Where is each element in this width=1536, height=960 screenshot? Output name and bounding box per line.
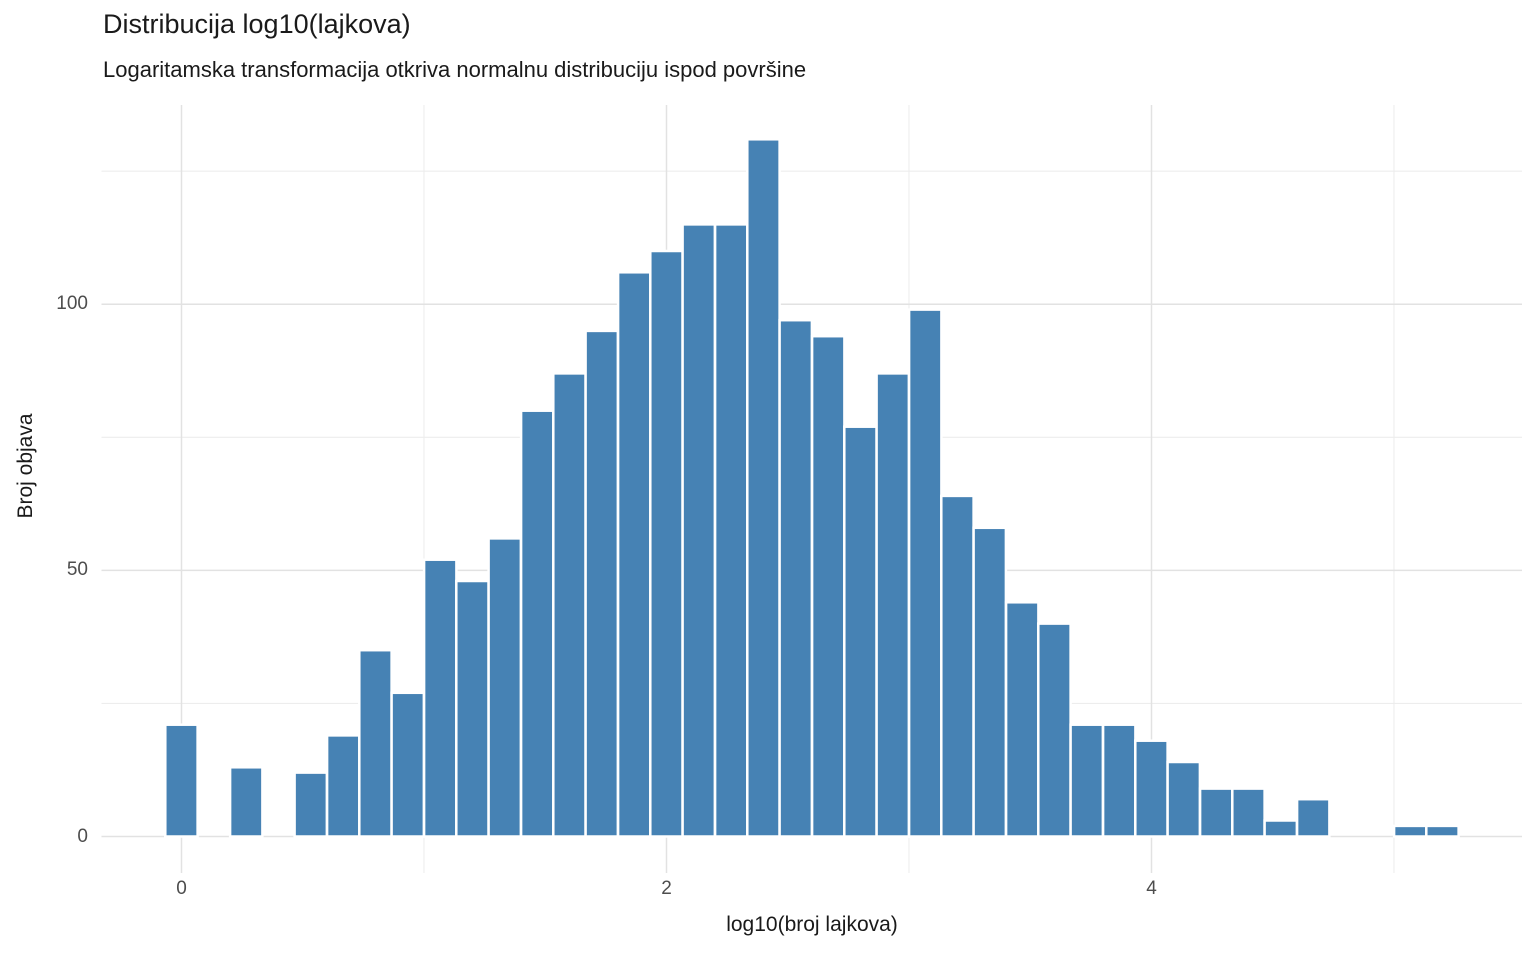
histogram-bar: [907, 308, 943, 838]
x-tick-label: 0: [176, 878, 187, 899]
histogram-bar: [584, 329, 620, 838]
histogram-bar: [681, 223, 717, 838]
histogram-bar: [487, 537, 523, 838]
histogram-bar: [228, 766, 264, 838]
histogram-bar: [1231, 787, 1266, 838]
histogram-bar: [422, 558, 458, 838]
histogram-bar: [1392, 824, 1428, 838]
x-axis-title: log10(broj lajkova): [726, 913, 898, 936]
y-axis-title: Broj objava: [14, 413, 37, 519]
histogram-bar: [1166, 760, 1202, 838]
histogram-bar: [519, 409, 555, 838]
x-tick-label: 2: [661, 878, 672, 899]
histogram-bar: [616, 271, 652, 838]
histogram-bar: [875, 372, 911, 838]
histogram-bar: [358, 648, 393, 838]
histogram-bar: [325, 734, 361, 838]
histogram-bar: [1425, 824, 1460, 838]
y-tick-label: 0: [77, 825, 88, 847]
histogram-bar: [1134, 739, 1169, 838]
histogram-bar: [293, 771, 329, 838]
chart-title: Distribucija log10(lajkova): [103, 9, 411, 39]
histogram-bar: [940, 494, 975, 838]
histogram-bar: [455, 579, 490, 838]
histogram-bar: [649, 249, 684, 838]
x-tick-label: 4: [1146, 878, 1157, 899]
histogram-bar: [810, 334, 846, 838]
histogram-bar: [778, 318, 814, 838]
histogram-bar: [1004, 601, 1040, 838]
histogram-bar: [1295, 797, 1331, 838]
histogram-bar: [972, 526, 1008, 838]
histogram-bar: [1101, 723, 1137, 838]
y-tick-label: 50: [66, 559, 88, 581]
histogram-bar: [1069, 723, 1105, 838]
histogram-bar: [1263, 819, 1299, 838]
histogram-bar: [390, 691, 426, 838]
histogram-bar: [1037, 622, 1072, 838]
chart-subtitle: Logaritamska transformacija otkriva norm…: [103, 57, 807, 82]
histogram-bar: [713, 223, 749, 838]
histogram-bar: [164, 723, 199, 838]
y-tick-label: 100: [56, 293, 88, 315]
histogram-bar: [746, 138, 781, 838]
histogram-bar: [552, 372, 587, 838]
histogram-bar: [843, 425, 878, 838]
histogram-bar: [1198, 787, 1234, 838]
